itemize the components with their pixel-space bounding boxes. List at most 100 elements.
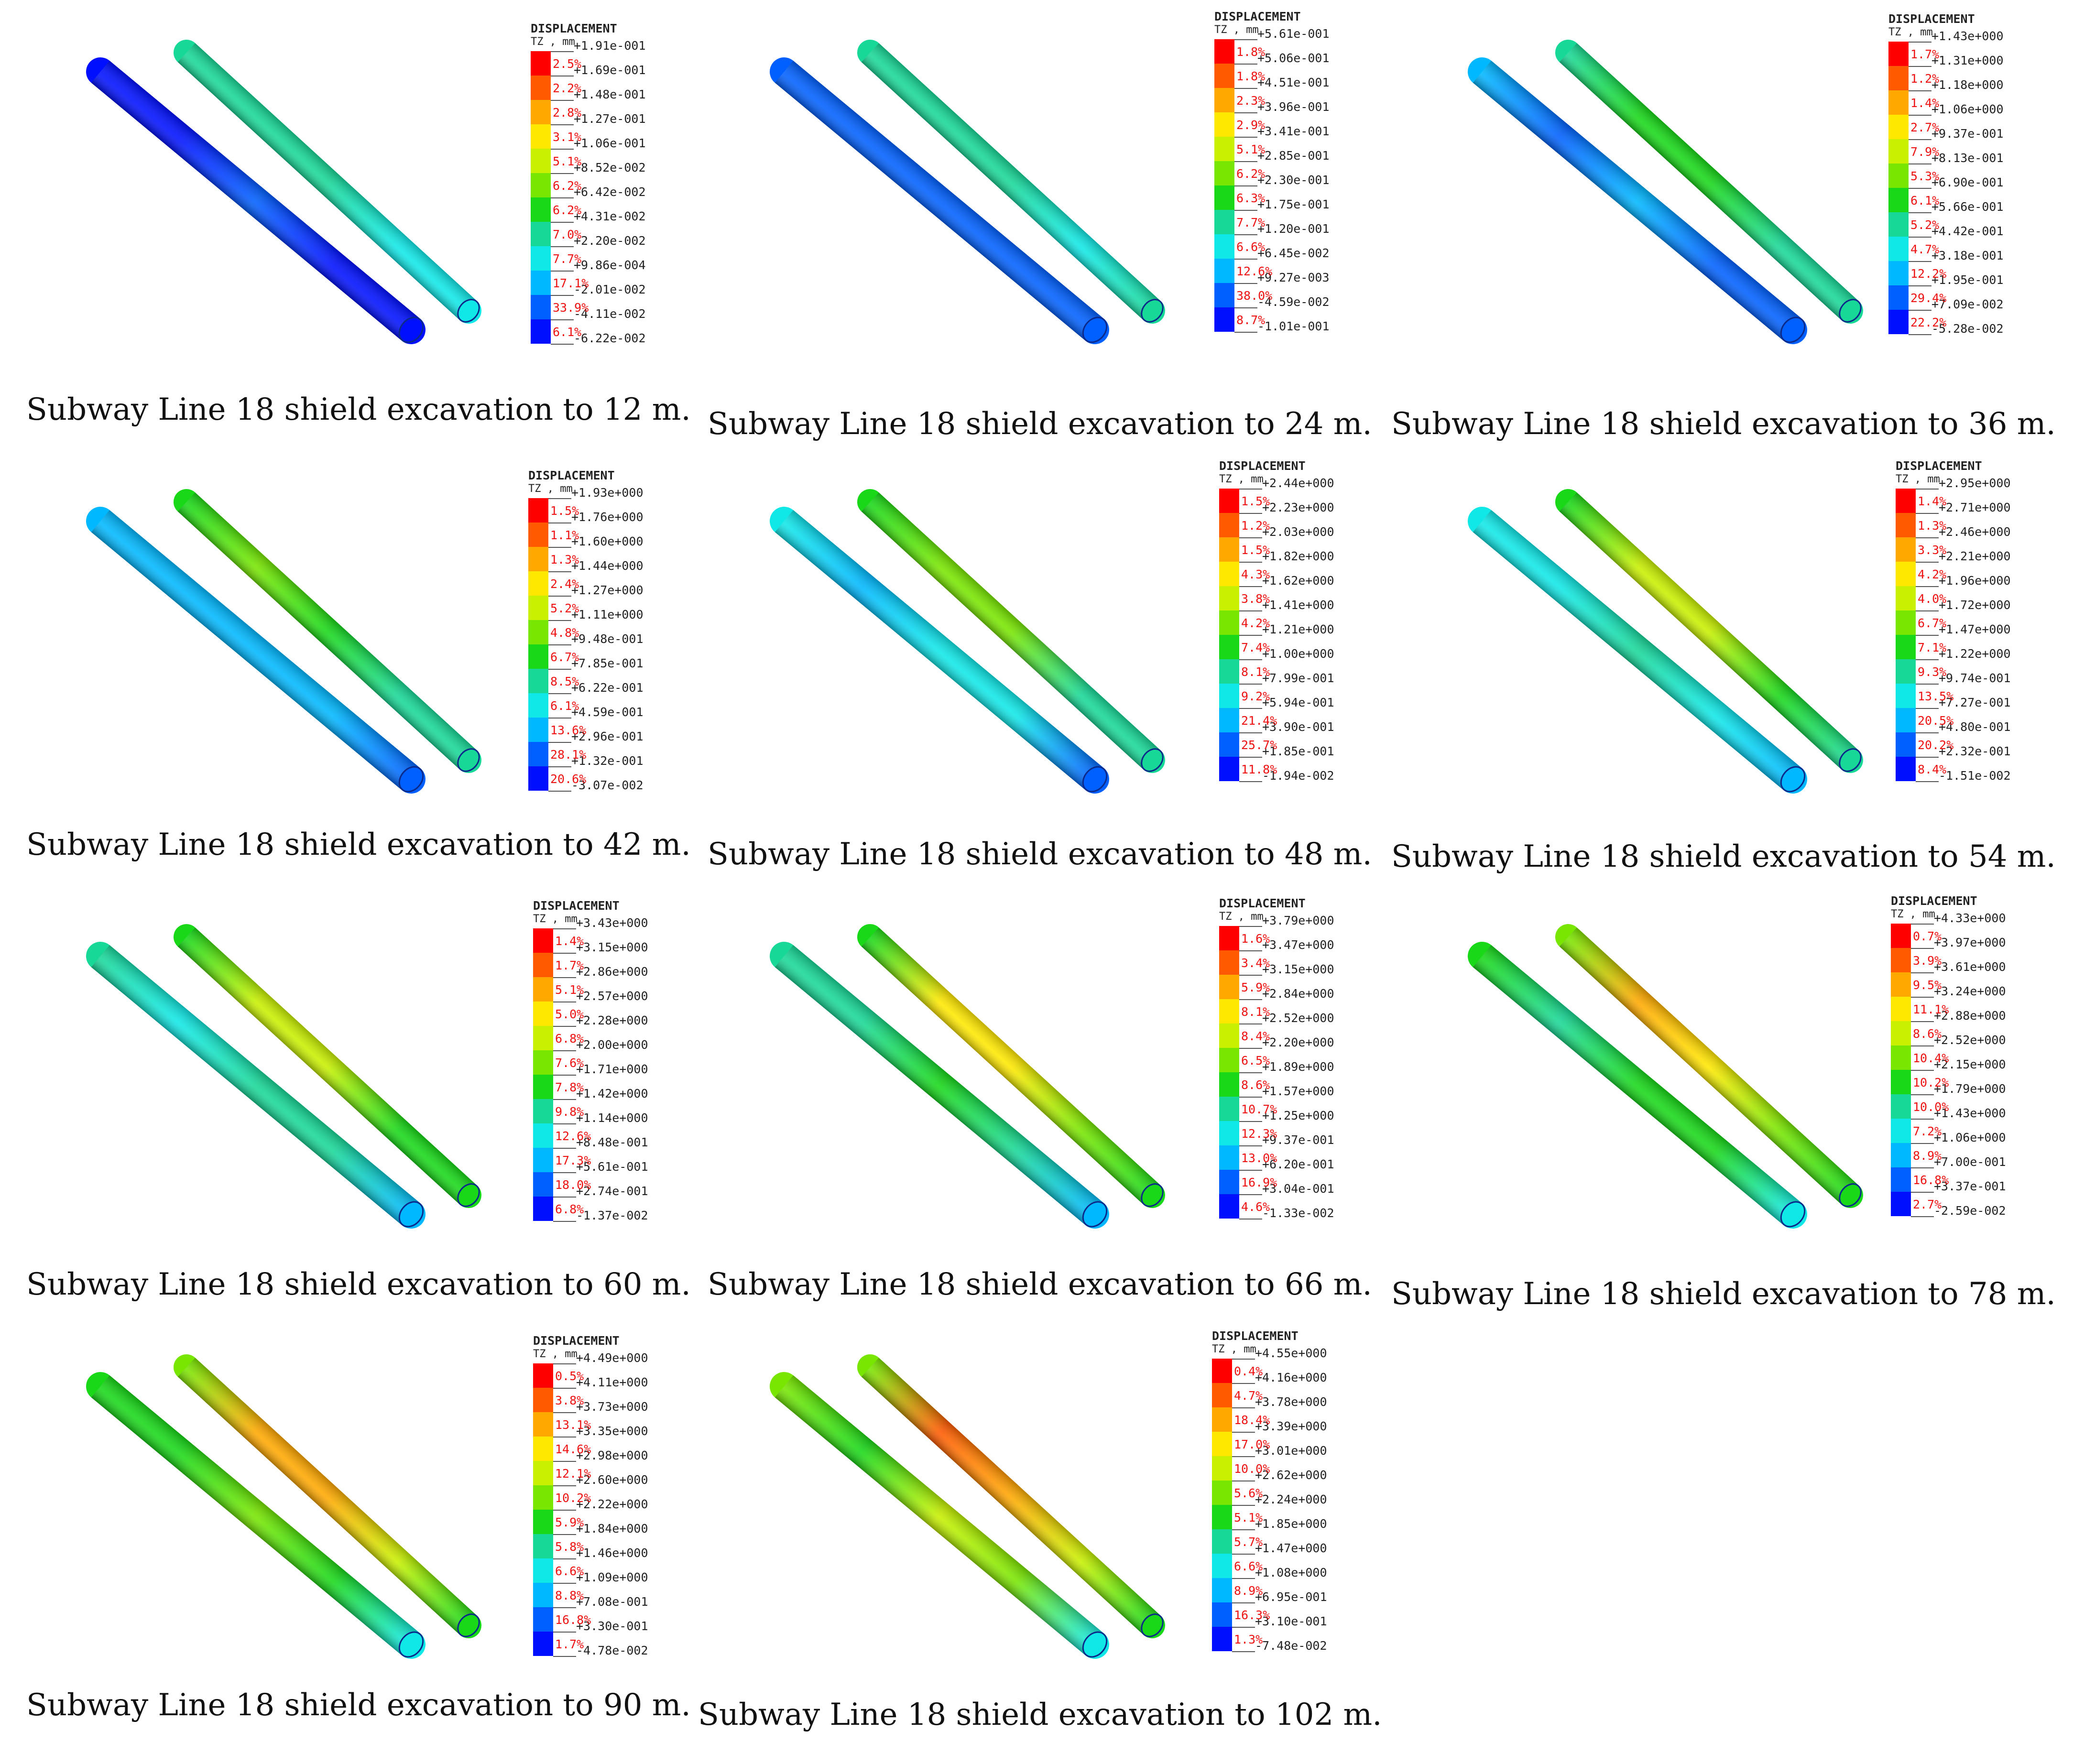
legend-band-percent: 2.8% xyxy=(553,106,582,120)
legend-colorbar: +1.43e+000 +1.31e+000 +1.18e+000 +1.06e+000… xyxy=(1888,30,2032,335)
panel-caption: Subway Line 18 shield excavation to 102 … xyxy=(698,1697,1382,1732)
legend-band-percent: 6.8% xyxy=(555,1202,584,1216)
tunnel-displacement-contour xyxy=(1468,489,1863,794)
legend-color-band xyxy=(1212,1456,1232,1481)
legend-tick xyxy=(1909,188,1931,189)
legend-value-label: +2.24e+000 xyxy=(1255,1492,1327,1506)
legend-tick xyxy=(1909,334,1931,335)
legend-color-band xyxy=(1219,926,1239,950)
legend-band-percent: 7.2% xyxy=(1913,1124,1942,1138)
legend-value-label: +3.73e+000 xyxy=(576,1400,648,1414)
legend-tick xyxy=(1909,66,1931,67)
legend-value-label: +1.79e+000 xyxy=(1934,1082,2006,1096)
legend-title: DISPLACEMENT xyxy=(533,1334,620,1348)
legend-value-label: +4.59e-001 xyxy=(571,705,644,719)
legend-color-band xyxy=(1891,1119,1911,1143)
legend-color-band xyxy=(533,1607,553,1632)
legend-value-label: +1.06e-001 xyxy=(574,136,646,150)
legend-band-percent: 5.2% xyxy=(1910,218,1940,232)
legend-tick xyxy=(1916,489,1939,490)
legend-color-band xyxy=(531,319,551,344)
legend-band-percent: 28.1% xyxy=(550,748,587,762)
legend-tick xyxy=(1911,1094,1934,1095)
legend-band-percent: 12.1% xyxy=(555,1467,591,1481)
legend-value-label: +3.24e+000 xyxy=(1934,984,2006,998)
legend-band-percent: 7.6% xyxy=(555,1056,584,1070)
legend-color-band xyxy=(1219,1121,1239,1145)
legend-value-label: +9.37e-001 xyxy=(1262,1133,1334,1147)
legend-value-label: -4.11e-002 xyxy=(574,307,646,321)
contour-panel: DISPLACEMENT TZ , mm +1.43e+000 +1.31e+000 +… xyxy=(1410,12,2084,449)
displacement-legend: DISPLACEMENT TZ , mm +2.95e+000 +2.71e+000 +… xyxy=(1896,459,2039,783)
legend-color-band xyxy=(533,977,553,1002)
legend-color-band xyxy=(531,271,551,295)
legend-unit: TZ , mm xyxy=(531,36,575,48)
legend-tick xyxy=(1239,926,1262,927)
legend-band-percent: 6.3% xyxy=(1236,191,1266,205)
tube-end-face xyxy=(457,1183,480,1207)
legend-band-percent: 6.7% xyxy=(550,650,579,664)
legend-tick xyxy=(1232,1602,1255,1603)
legend-value-label: +5.61e-001 xyxy=(576,1160,648,1174)
legend-band-percent: 3.1% xyxy=(553,130,582,144)
legend-tick xyxy=(551,173,574,174)
legend-band-percent: 20.2% xyxy=(1918,738,1954,752)
legend-band-percent: 2.4% xyxy=(550,577,579,591)
legend-value-label: +2.20e+000 xyxy=(1262,1035,1334,1049)
legend-value-label: -1.51e-002 xyxy=(1939,769,2011,783)
panel-caption: Subway Line 18 shield excavation to 48 m… xyxy=(708,837,1372,872)
legend-color-band xyxy=(1214,161,1234,185)
legend-band-percent: 5.6% xyxy=(1234,1486,1263,1500)
legend-band-percent: 7.8% xyxy=(555,1080,584,1094)
legend-value-label: +8.48e-001 xyxy=(576,1135,648,1149)
legend-color-band xyxy=(1888,310,1909,334)
legend-color-band xyxy=(533,1002,553,1026)
legend-value-label: -7.48e-002 xyxy=(1255,1639,1327,1653)
legend-value-label: +1.43e+000 xyxy=(1931,29,2004,43)
panel-caption: Subway Line 18 shield excavation to 78 m… xyxy=(1391,1276,2056,1312)
legend-value-label: +1.42e+000 xyxy=(576,1087,648,1100)
legend-color-band xyxy=(1219,950,1239,975)
legend-title: DISPLACEMENT xyxy=(1214,10,1301,23)
legend-tick xyxy=(1234,283,1257,284)
legend-unit: TZ , mm xyxy=(533,1348,578,1360)
tube-shading xyxy=(91,510,421,791)
tube-end-face xyxy=(1082,1201,1108,1228)
legend-value-label: +1.85e+000 xyxy=(1255,1517,1327,1531)
legend-tick xyxy=(1234,234,1257,235)
tube-end-face xyxy=(1141,1613,1164,1637)
legend-value-label: -3.07e-002 xyxy=(571,778,644,792)
legend-color-band xyxy=(1219,975,1239,999)
tube-shading xyxy=(91,60,421,341)
legend-colorbar: +2.95e+000 +2.71e+000 +2.46e+000 +2.21e+000… xyxy=(1896,477,2039,783)
legend-tick xyxy=(1239,757,1262,758)
legend-value-label: +1.95e-001 xyxy=(1931,273,2004,287)
legend-tick xyxy=(553,1026,576,1027)
legend-tick xyxy=(548,718,571,719)
legend-color-band xyxy=(533,1437,553,1461)
legend-color-band xyxy=(1219,1048,1239,1072)
legend-tick xyxy=(1239,586,1262,587)
legend-band-percent: 6.1% xyxy=(550,699,579,713)
legend-tick xyxy=(1916,537,1939,538)
legend-color-band xyxy=(531,173,551,197)
legend-band-percent: 4.8% xyxy=(550,626,579,640)
legend-tick xyxy=(1911,1119,1934,1120)
legend-value-label: +2.30e-001 xyxy=(1257,173,1330,187)
legend-color-band xyxy=(1212,1432,1232,1456)
legend-color-band xyxy=(1219,1097,1239,1121)
legend-value-label: +3.79e+000 xyxy=(1262,914,1334,927)
legend-tick xyxy=(551,149,574,150)
legend-tick xyxy=(1239,999,1262,1000)
legend-color-band xyxy=(1219,513,1239,537)
legend-band-percent: 1.7% xyxy=(555,958,584,972)
legend-value-label: +3.15e+000 xyxy=(576,940,648,954)
legend-value-label: +1.62e+000 xyxy=(1262,574,1334,588)
legend-color-band xyxy=(533,1148,553,1172)
contour-panel: DISPLACEMENT TZ , mm +2.44e+000 +2.23e+000 +… xyxy=(712,459,1401,899)
legend-band-percent: 1.8% xyxy=(1236,45,1266,59)
legend-unit: TZ , mm xyxy=(1212,1343,1256,1355)
legend-color-band xyxy=(533,1388,553,1412)
legend-value-label: +2.23e+000 xyxy=(1262,501,1334,514)
legend-value-label: -1.94e-002 xyxy=(1262,769,1334,783)
